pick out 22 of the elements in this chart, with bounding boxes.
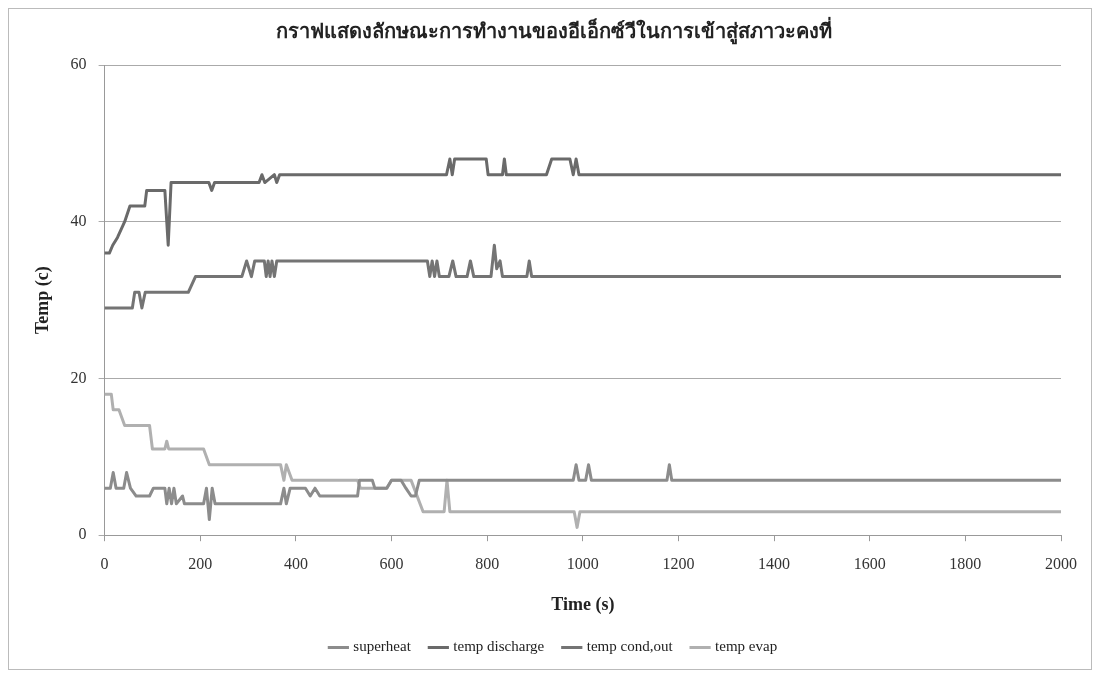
x-tick-label: 600 (379, 555, 404, 572)
x-tick-label: 1400 (758, 555, 791, 572)
y-tick-label: 0 (78, 525, 87, 543)
y-tick-label: 20 (70, 368, 87, 386)
x-tick-label: 1000 (566, 555, 599, 572)
x-tick-label: 400 (283, 555, 308, 572)
chart-title: กราฟแสดงลักษณะการทำงานของอีเอ็กซ์วีในการเข้าสู่สภาวะคงที่ (276, 16, 832, 46)
x-tick-label: 2000 (1045, 555, 1077, 572)
x-tick-label: 1200 (662, 555, 695, 572)
legend-label: temp cond,out (586, 638, 674, 655)
y-tick-label: 60 (70, 55, 87, 73)
y-tick-label: 40 (70, 211, 87, 229)
legend-label: temp discharge (453, 638, 545, 655)
x-tick-label: 0 (100, 555, 109, 572)
x-tick-label: 1600 (853, 555, 886, 572)
x-tick-label: 1800 (949, 555, 982, 572)
legend-label: temp evap (715, 638, 778, 655)
x-tick-label: 800 (475, 555, 500, 572)
y-axis-title: Temp (c) (32, 266, 54, 335)
legend-label: superheat (353, 638, 412, 655)
x-axis-title: Time (s) (551, 593, 615, 615)
x-tick-label: 200 (188, 555, 213, 572)
